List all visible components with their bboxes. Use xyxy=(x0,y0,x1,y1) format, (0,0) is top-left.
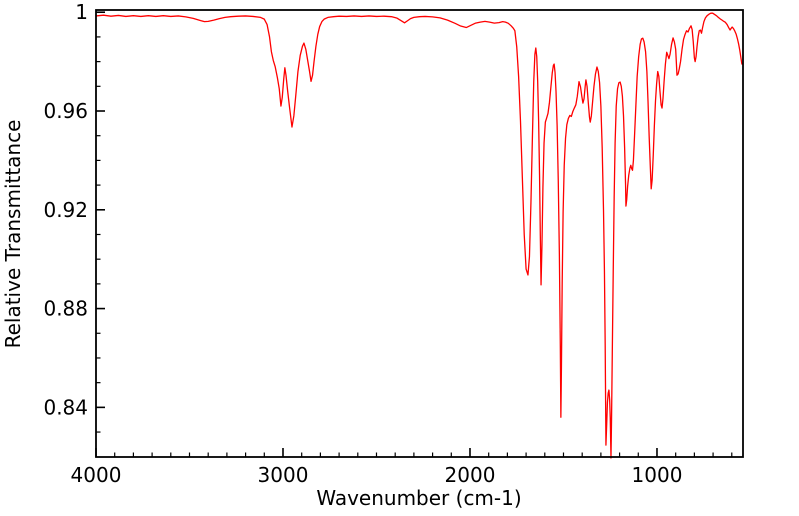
y-tick-label-0.92: 0.92 xyxy=(43,198,88,222)
x-tick-label-3000: 3000 xyxy=(258,463,309,487)
y-axis-title: Relative Transmittance xyxy=(1,120,25,349)
y-tick-label-0.84: 0.84 xyxy=(43,395,88,419)
x-axis-title: Wavenumber (cm-1) xyxy=(316,486,521,510)
axis-tick-labels: 4000 3000 2000 1000 1 0.96 0.92 0.88 0.84 xyxy=(43,0,682,487)
plot-area xyxy=(96,10,743,457)
y-tick-label-0.96: 0.96 xyxy=(43,99,88,123)
x-tick-label-1000: 1000 xyxy=(632,463,683,487)
x-tick-label-2000: 2000 xyxy=(445,463,496,487)
x-tick-label-4000: 4000 xyxy=(71,463,122,487)
spectrum-line xyxy=(95,12,743,459)
y-tick-label-0.88: 0.88 xyxy=(43,297,88,321)
plot-frame xyxy=(95,9,744,458)
y-tick-label-1: 1 xyxy=(75,0,88,24)
